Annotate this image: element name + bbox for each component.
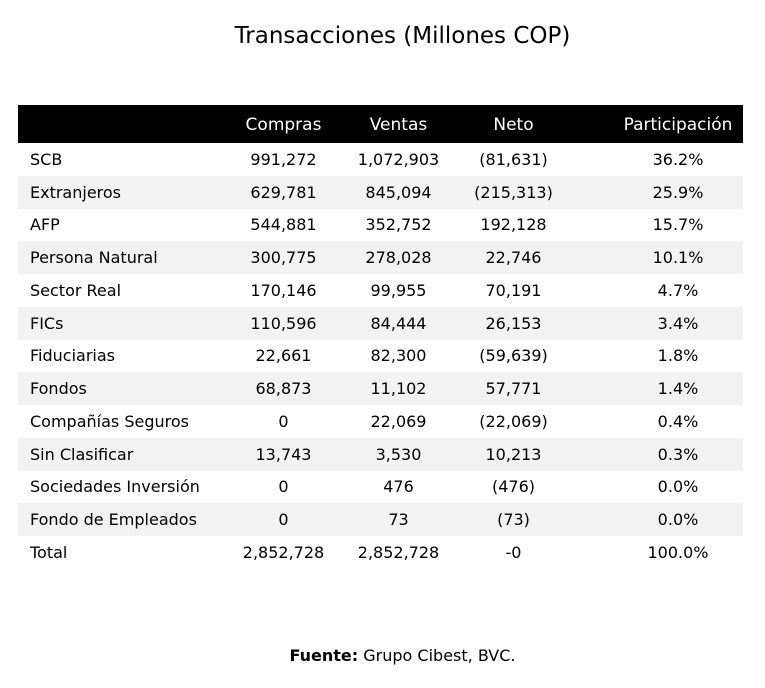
header-cell-participacion: Participación <box>623 115 733 135</box>
compras-cell: 68,873 <box>255 379 312 399</box>
row-label-cell: Persona Natural <box>30 248 158 268</box>
participacion-cell: 1.4% <box>657 379 699 399</box>
row-label-cell: Extranjeros <box>30 182 122 202</box>
row-label-cell: Sin Clasificar <box>30 444 134 464</box>
ventas-cell: 278,028 <box>365 248 432 268</box>
header-cell-label <box>30 105 230 144</box>
ventas-cell: 845,094 <box>365 182 432 202</box>
participacion-cell: 0.4% <box>657 411 699 431</box>
compras-cell: 13,743 <box>255 444 312 464</box>
neto-cell: (59,639) <box>479 346 548 366</box>
table-row: Fondo de Empleados 0 73 (73) 0.0% <box>18 503 743 536</box>
table-row: Sector Real 170,146 99,955 70,191 4.7% <box>18 274 743 307</box>
compras-cell: 991,272 <box>250 149 317 169</box>
compras-cell: 0 <box>278 411 289 431</box>
row-label-cell: Fiduciarias <box>30 346 115 366</box>
table-row: AFP 544,881 352,752 192,128 15.7% <box>18 209 743 242</box>
participacion-cell: 0.3% <box>657 444 699 464</box>
source-label: Fuente: <box>289 646 359 665</box>
participacion-cell: 3.4% <box>657 313 699 333</box>
source-text: Grupo Cibest, BVC. <box>363 646 516 665</box>
participacion-cell: 100.0% <box>647 542 709 562</box>
neto-cell: 192,128 <box>480 215 547 235</box>
table-row: SCB 991,272 1,072,903 (81,631) 36.2% <box>18 143 743 176</box>
participacion-cell: 0.0% <box>657 477 699 497</box>
neto-cell: (22,069) <box>479 411 548 431</box>
table-row: Fondos 68,873 11,102 57,771 1.4% <box>18 372 743 405</box>
neto-cell: 57,771 <box>485 379 542 399</box>
neto-cell: -0 <box>505 542 522 562</box>
ventas-cell: 1,072,903 <box>357 149 440 169</box>
ventas-cell: 84,444 <box>370 313 427 333</box>
table-row: Fiduciarias 22,661 82,300 (59,639) 1.8% <box>18 340 743 373</box>
neto-cell: 22,746 <box>485 248 542 268</box>
row-label-cell: Sector Real <box>30 280 122 300</box>
ventas-cell: 476 <box>383 477 414 497</box>
neto-cell: 70,191 <box>485 280 542 300</box>
participacion-cell: 10.1% <box>652 248 704 268</box>
row-label-cell: Sociedades Inversión <box>30 477 200 497</box>
compras-cell: 0 <box>278 477 289 497</box>
compras-cell: 2,852,728 <box>242 542 325 562</box>
compras-cell: 110,596 <box>250 313 317 333</box>
compras-cell: 300,775 <box>250 248 317 268</box>
participacion-cell: 4.7% <box>657 280 699 300</box>
neto-cell: (73) <box>497 510 530 530</box>
source-note: Fuente: Grupo Cibest, BVC. <box>0 645 765 667</box>
table-row: Sociedades Inversión 0 476 (476) 0.0% <box>18 471 743 504</box>
header-cell-compras: Compras <box>245 115 322 135</box>
ventas-cell: 99,955 <box>370 280 427 300</box>
table-row: Compañías Seguros 0 22,069 (22,069) 0.4% <box>18 405 743 438</box>
table-row: Persona Natural 300,775 278,028 22,746 10.1% <box>18 241 743 274</box>
participacion-cell: 36.2% <box>652 149 704 169</box>
ventas-cell: 352,752 <box>365 215 432 235</box>
table-body: SCB 991,272 1,072,903 (81,631) 36.2% Extranje… <box>18 143 743 569</box>
participacion-cell: 25.9% <box>652 182 704 202</box>
participacion-cell: 15.7% <box>652 215 704 235</box>
header-cell-neto: Neto <box>493 115 534 135</box>
transactions-table: Compras Ventas Neto Participación SCB 991… <box>18 105 743 569</box>
compras-cell: 629,781 <box>250 182 317 202</box>
row-label-cell: Total <box>30 542 68 562</box>
compras-cell: 170,146 <box>250 280 317 300</box>
row-label-cell: Fondo de Empleados <box>30 510 197 530</box>
ventas-cell: 22,069 <box>370 411 427 431</box>
table-row: Sin Clasificar 13,743 3,530 10,213 0.3% <box>18 437 743 471</box>
table-row: Total 2,852,728 2,852,728 -0 100.0% <box>18 536 743 569</box>
row-label-cell: Fondos <box>30 379 87 399</box>
compras-cell: 22,661 <box>255 346 312 366</box>
table-row: FICs 110,596 84,444 26,153 3.4% <box>18 306 743 340</box>
header-cell-ventas: Ventas <box>369 115 428 135</box>
row-label-cell: SCB <box>30 149 63 169</box>
neto-cell: (476) <box>491 477 536 497</box>
neto-cell: (81,631) <box>479 149 548 169</box>
ventas-cell: 11,102 <box>370 379 427 399</box>
row-label-cell: FICs <box>30 313 64 333</box>
participacion-cell: 0.0% <box>657 510 699 530</box>
ventas-cell: 73 <box>388 510 409 530</box>
chart-title: Transacciones (Millones COP) <box>234 23 571 49</box>
row-label-cell: Compañías Seguros <box>30 411 189 431</box>
neto-cell: 26,153 <box>485 313 542 333</box>
neto-cell: 10,213 <box>485 444 542 464</box>
neto-cell: (215,313) <box>474 182 553 202</box>
row-label-cell: AFP <box>30 215 60 235</box>
ventas-cell: 2,852,728 <box>357 542 440 562</box>
ventas-cell: 82,300 <box>370 346 427 366</box>
table-header-row: Compras Ventas Neto Participación <box>18 105 743 143</box>
compras-cell: 544,881 <box>250 215 317 235</box>
ventas-cell: 3,530 <box>375 444 422 464</box>
table-row: Extranjeros 629,781 845,094 (215,313) 25.9% <box>18 175 743 209</box>
participacion-cell: 1.8% <box>657 346 699 366</box>
compras-cell: 0 <box>278 510 289 530</box>
